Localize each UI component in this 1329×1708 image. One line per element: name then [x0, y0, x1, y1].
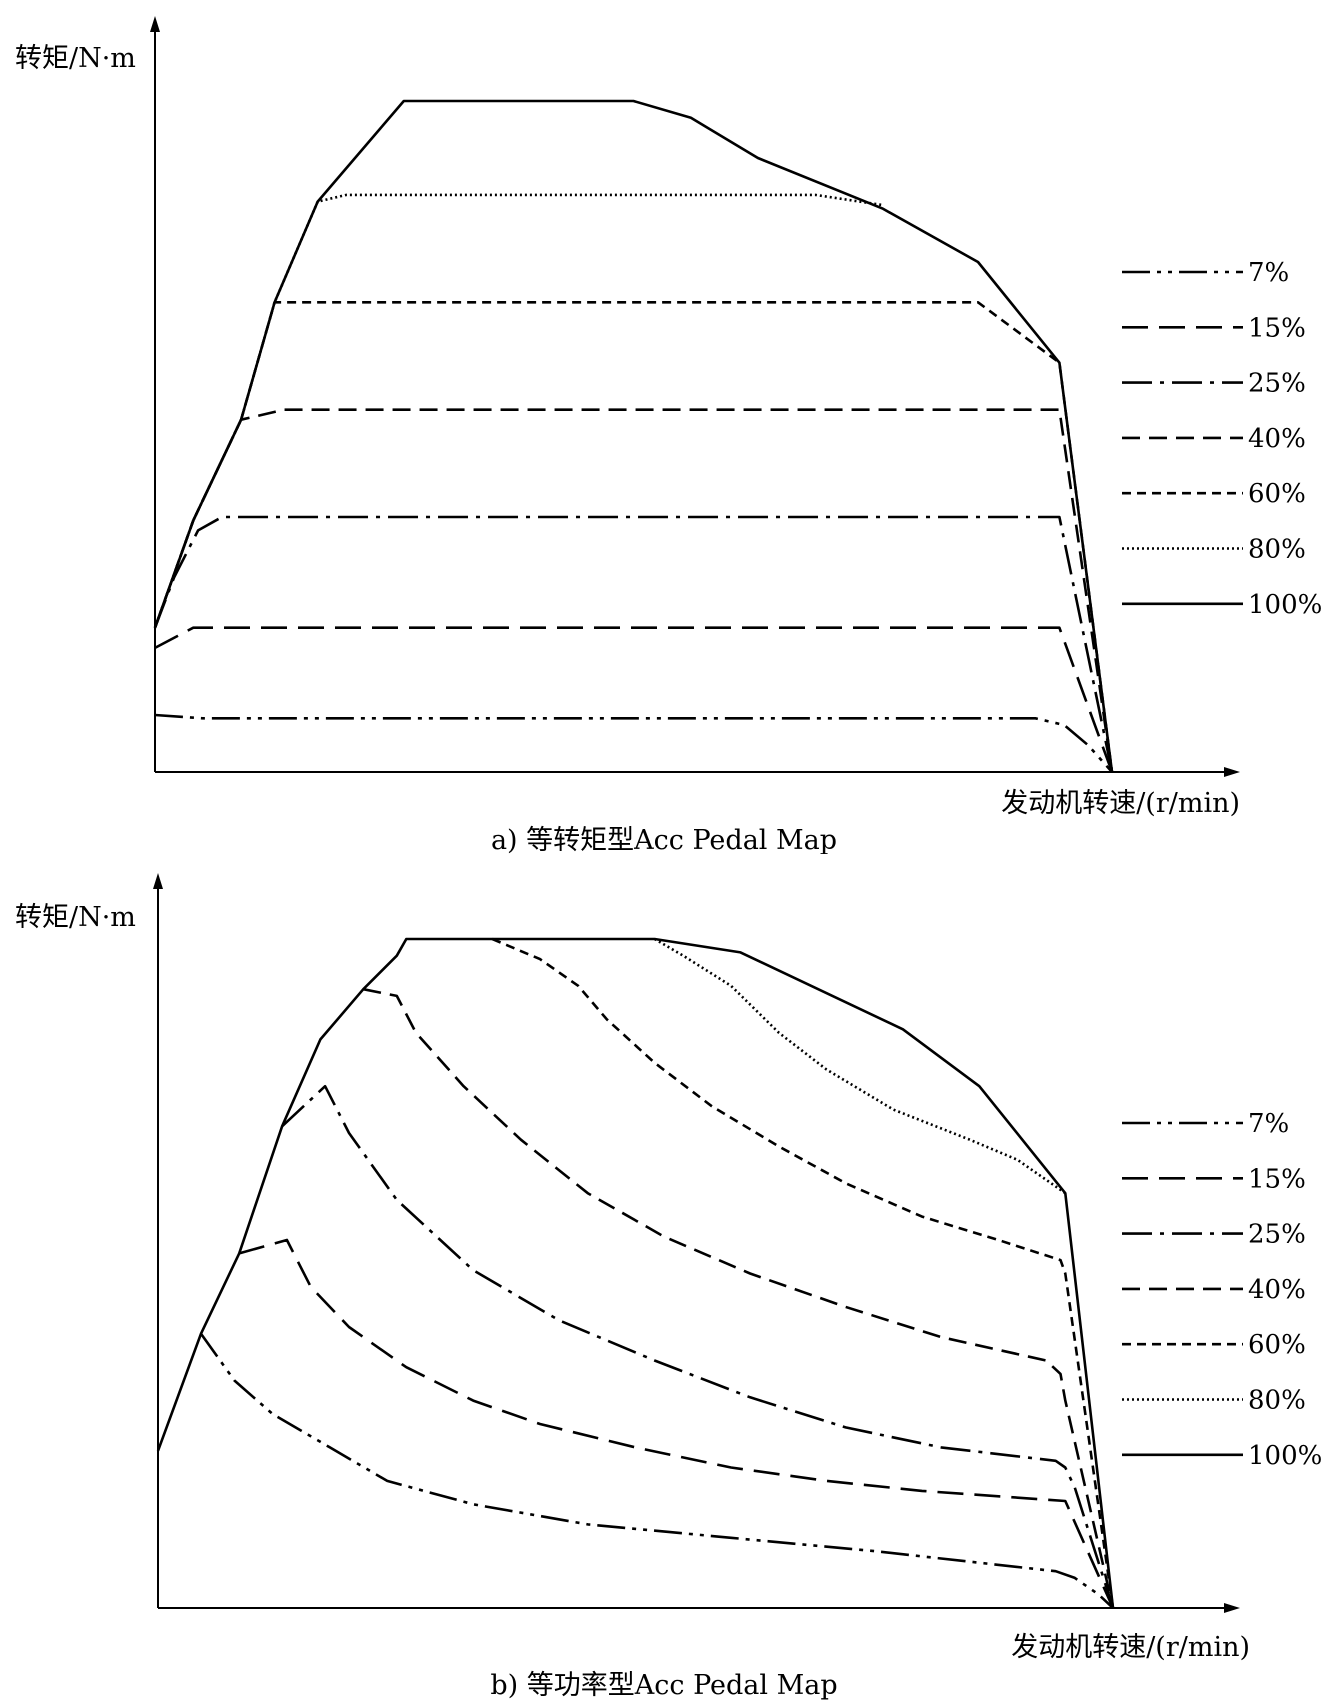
series-line-60pct [491, 937, 1115, 1609]
y-axis-arrow [153, 873, 163, 889]
series-line-7pct [199, 1332, 1114, 1609]
legend-label: 7% [1248, 1109, 1289, 1139]
legend: 7% 15% 25% 40% 60% 80% 100% [1122, 258, 1322, 620]
series-line-100pct [153, 99, 1114, 773]
legend-label: 40% [1248, 1275, 1306, 1305]
legend: 7% 15% 25% 40% 60% 80% 100% [1122, 1109, 1322, 1471]
series-line-15pct [238, 1238, 1115, 1609]
chart-b-svg: 转矩/N·m 发动机转速/(r/min) b) 等功率型Acc Pedal Ma… [15, 873, 1322, 1701]
legend-label: 60% [1248, 479, 1306, 509]
series-line-60pct [153, 300, 1114, 773]
legend-label: 80% [1248, 535, 1306, 565]
series-line-15pct [154, 626, 1114, 773]
chart-a: 转矩/N·m 发动机转速/(r/min) a) 等转矩型Acc Pedal Ma… [15, 16, 1322, 854]
series-line-25pct [281, 1084, 1115, 1609]
series-line-80pct [153, 193, 883, 629]
y-axis-label: 转矩/N·m [15, 902, 136, 933]
chart-b: 转矩/N·m 发动机转速/(r/min) b) 等功率型Acc Pedal Ma… [0, 854, 1329, 1708]
legend-label: 15% [1248, 1164, 1306, 1194]
legend-label: 25% [1248, 1220, 1306, 1250]
legend-label: 15% [1248, 313, 1306, 343]
series-line-80pct [653, 937, 1067, 1195]
series-line-100pct [156, 937, 1115, 1609]
series-line-40pct [363, 987, 1115, 1609]
y-axis-arrow [150, 16, 160, 32]
chart-caption: a) 等转矩型Acc Pedal Map [491, 825, 837, 854]
series-line-7pct [154, 713, 1113, 773]
legend-label: 25% [1248, 369, 1306, 399]
legend-label: 100% [1248, 1441, 1322, 1471]
legend-label: 60% [1248, 1330, 1306, 1360]
legend-label: 40% [1248, 424, 1306, 454]
x-axis-arrow [1224, 767, 1240, 777]
legend-label: 7% [1248, 258, 1289, 288]
x-axis-arrow [1224, 1603, 1240, 1613]
chart-caption: b) 等功率型Acc Pedal Map [490, 1670, 837, 1701]
x-axis-label: 发动机转速/(r/min) [1011, 1632, 1250, 1663]
y-axis-label: 转矩/N·m [15, 43, 136, 74]
x-axis-label: 发动机转速/(r/min) [1001, 788, 1240, 819]
chart-a-svg: 转矩/N·m 发动机转速/(r/min) a) 等转矩型Acc Pedal Ma… [15, 16, 1322, 854]
legend-label: 100% [1248, 590, 1322, 620]
legend-label: 80% [1248, 1386, 1306, 1416]
series-line-25pct [153, 515, 1114, 773]
